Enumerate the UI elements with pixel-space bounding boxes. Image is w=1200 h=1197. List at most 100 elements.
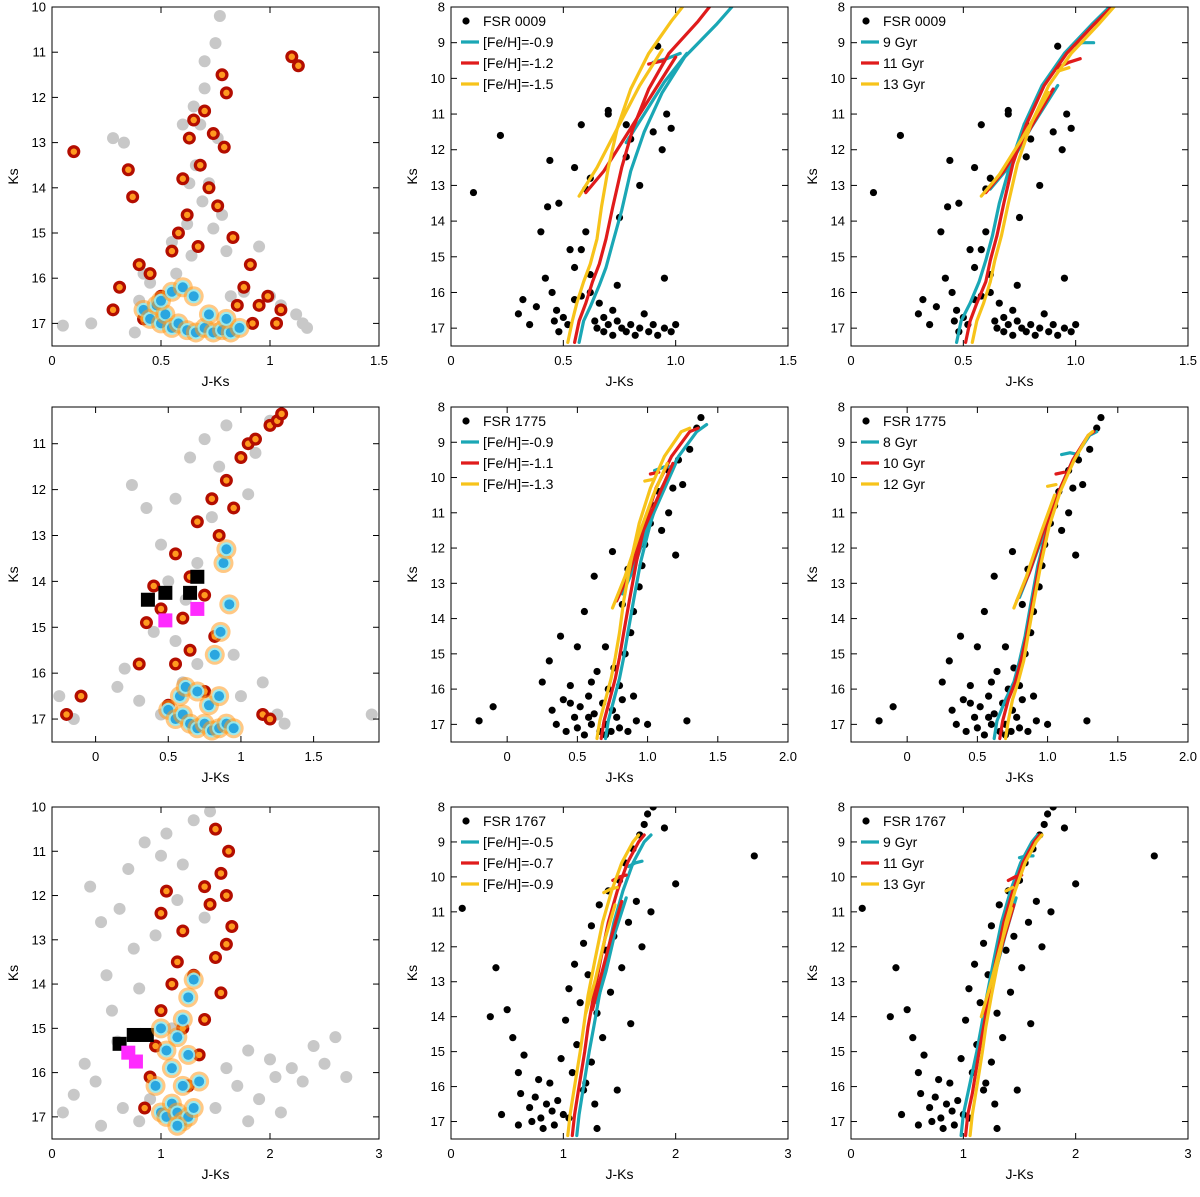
y-tick-label: 16 [831, 682, 845, 697]
star-point [990, 710, 998, 718]
y-tick-label: 15 [431, 646, 445, 661]
field-star-point [205, 511, 218, 524]
y-tick-label: 10 [431, 869, 445, 884]
member-star-core [172, 660, 179, 668]
member-star-core [229, 234, 237, 241]
y-tick-label: 14 [32, 977, 46, 992]
isochrone-line [573, 7, 711, 344]
density-core-point [234, 322, 245, 333]
legend-title: FSR 1775 [483, 413, 546, 429]
legend-title: FSR 1767 [483, 813, 546, 829]
density-core-point [221, 544, 232, 555]
x-tick-label: 1.5 [1109, 749, 1127, 764]
star-point [993, 1009, 1001, 1017]
star-point [562, 727, 570, 736]
x-tick-label: 0 [904, 749, 911, 764]
star-point [995, 901, 1003, 909]
member-star-core [141, 1104, 148, 1112]
legend-entry: [Fe/H]=-0.9 [483, 434, 554, 450]
x-tick-label: 1 [960, 1146, 967, 1161]
star-point [955, 199, 963, 207]
star-point [672, 880, 680, 888]
y-tick-label: 16 [431, 682, 445, 697]
x-tick-label: 1.5 [709, 749, 727, 764]
field-star-point [170, 267, 183, 280]
axes-frame [450, 406, 789, 743]
star-point [945, 657, 953, 665]
star-point [613, 713, 621, 721]
y-tick-label: 15 [431, 249, 445, 264]
field-star-point [155, 538, 167, 551]
star-point [514, 1069, 523, 1077]
star-point [582, 228, 590, 236]
member-star-core [237, 454, 245, 461]
member-star-core [234, 302, 241, 309]
field-star-point [274, 1106, 287, 1119]
field-star-point [224, 290, 237, 303]
star-point [557, 1055, 565, 1063]
field-star-point [125, 479, 138, 492]
member-star-core [288, 53, 295, 60]
axes-frame [450, 6, 789, 347]
star-point [667, 124, 675, 132]
field-star-point [111, 680, 124, 693]
legend-title: FSR 1775 [883, 413, 946, 429]
member-star-core [194, 243, 202, 250]
x-tick-label: 0 [48, 353, 55, 368]
star-point [1004, 106, 1012, 115]
density-core-point [203, 309, 214, 320]
star-point [613, 281, 621, 289]
star-point [966, 699, 974, 707]
y-tick-label: 8 [838, 400, 845, 415]
y-tick-label: 17 [32, 316, 46, 331]
axes-frame [850, 406, 1189, 743]
y-tick-label: 14 [431, 611, 445, 626]
star-point [1013, 281, 1021, 289]
y-tick-label: 14 [431, 214, 445, 229]
x-tick-label: 2 [266, 1146, 273, 1161]
y-tick-label: 16 [831, 285, 845, 300]
field-star-point [133, 694, 146, 707]
star-point [600, 328, 608, 336]
x-tick-label: 1 [266, 353, 273, 368]
ogle-black-marker [190, 569, 205, 584]
star-point [970, 713, 979, 721]
isochrone-clump [643, 477, 655, 483]
star-point [1049, 807, 1057, 811]
star-point [587, 922, 596, 930]
y-tick-label: 13 [32, 135, 46, 150]
star-point [649, 320, 657, 329]
star-point [1036, 181, 1044, 190]
member-star-core [77, 692, 85, 700]
star-point [875, 717, 883, 725]
star-point [1013, 317, 1021, 325]
field-star-point [176, 858, 189, 871]
star-point [580, 607, 588, 616]
member-star-core [63, 711, 70, 718]
density-core-point [228, 723, 239, 734]
axes-frame [850, 6, 1189, 347]
legend-title: FSR 1767 [883, 813, 946, 829]
field-star-point [56, 1106, 69, 1119]
panel-fsr1775-members: 0 0.5 1 1.5 11 12 13 14 15 16 17 J-Ks Ks [5, 406, 380, 785]
density-core-point [215, 626, 226, 637]
member-star-core [295, 62, 302, 69]
star-point [1008, 547, 1017, 556]
member-star-core [194, 518, 201, 525]
x-tick-label: 1 [237, 749, 244, 764]
member-star-core [212, 954, 219, 961]
legend-entry: [Fe/H]=-0.9 [483, 876, 554, 892]
star-point [1018, 964, 1026, 972]
isochrone-agb-branch [979, 91, 1051, 198]
star-point [1000, 328, 1008, 336]
field-star-point [84, 880, 97, 893]
member-star-core [223, 892, 230, 899]
isochrone-agb-branch [624, 51, 689, 145]
field-star-point [89, 1075, 102, 1088]
star-point [1067, 328, 1075, 336]
star-point [987, 922, 996, 930]
member-star-core [225, 848, 232, 855]
star-point [1032, 717, 1040, 725]
star-point [886, 1013, 894, 1021]
field-star-point [307, 1040, 320, 1053]
